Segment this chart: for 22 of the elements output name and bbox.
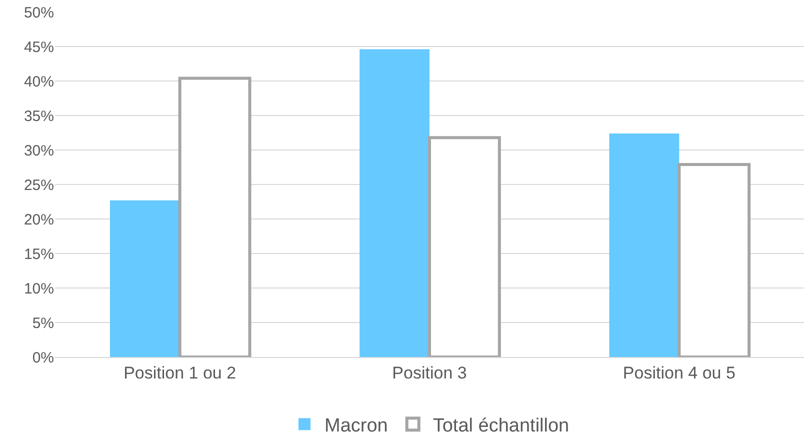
- legend-label: Total échantillon: [432, 416, 570, 437]
- y-tick-label: 15%: [24, 246, 54, 263]
- y-tick-label: 35%: [24, 108, 54, 125]
- y-tick-label: 20%: [24, 211, 54, 228]
- legend-label: Macron: [324, 416, 388, 437]
- y-tick-label: 10%: [24, 280, 54, 298]
- bar: [678, 162, 751, 357]
- bar: [178, 76, 252, 357]
- bar: [110, 200, 180, 357]
- y-tick-label: 5%: [32, 314, 54, 332]
- x-tick-label: Position 1 ou 2: [124, 363, 236, 382]
- x-tick-label: Position 4 ou 5: [622, 363, 736, 382]
- y-tick-label: 40%: [24, 73, 54, 90]
- y-tick-label: 0%: [32, 349, 54, 366]
- y-tick-label: 50%: [24, 4, 54, 22]
- bar: [428, 136, 501, 357]
- y-tick-label: 25%: [24, 176, 54, 194]
- bar: [609, 133, 680, 357]
- y-tick-label: 45%: [24, 38, 54, 56]
- y-tick-label: 30%: [24, 142, 54, 160]
- x-tick-label: Position 3: [392, 363, 467, 382]
- bar: [360, 49, 430, 357]
